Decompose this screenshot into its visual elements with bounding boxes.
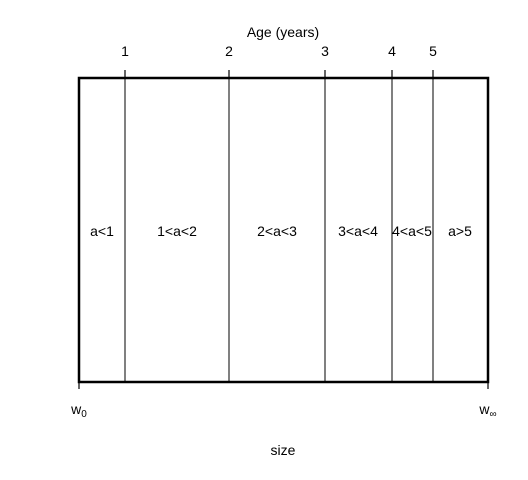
- bottom-axis-title: size: [271, 442, 296, 458]
- w0-base: w: [70, 401, 82, 417]
- top-tick-label-3: 3: [321, 43, 329, 59]
- region-label-4-to-5: 4<a<5: [392, 223, 432, 239]
- top-tick-label-4: 4: [388, 43, 396, 59]
- bottom-label-w0: w0: [70, 401, 87, 420]
- winf-base: w: [478, 401, 490, 417]
- region-label-a-gt-5: a>5: [448, 223, 472, 239]
- bottom-label-winf: w∞: [478, 401, 496, 420]
- top-tick-label-1: 1: [121, 43, 129, 59]
- winf-subscript: ∞: [489, 409, 496, 420]
- top-tick-label-2: 2: [225, 43, 233, 59]
- region-label-1-to-2: 1<a<2: [157, 223, 197, 239]
- region-label-a-lt-1: a<1: [90, 223, 114, 239]
- top-axis-title: Age (years): [247, 24, 319, 40]
- region-label-2-to-3: 2<a<3: [257, 223, 297, 239]
- w0-subscript: 0: [81, 409, 87, 420]
- top-tick-label-5: 5: [429, 43, 437, 59]
- region-label-3-to-4: 3<a<4: [338, 223, 378, 239]
- plot-frame: [77, 76, 490, 384]
